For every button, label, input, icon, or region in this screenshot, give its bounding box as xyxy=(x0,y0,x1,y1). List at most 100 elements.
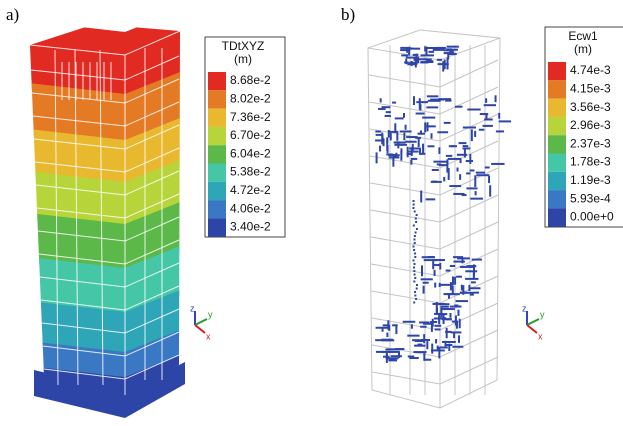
stress-patch xyxy=(485,166,490,168)
stress-patch xyxy=(495,95,497,102)
stress-patch xyxy=(424,259,437,261)
stress-patch xyxy=(461,292,475,294)
stress-patch xyxy=(428,100,441,102)
stress-patch xyxy=(427,47,439,49)
stress-patch xyxy=(452,346,463,348)
stress-patch xyxy=(469,154,471,164)
stress-patch xyxy=(416,214,418,216)
stress-patch xyxy=(403,113,405,118)
stress-patch xyxy=(470,169,475,171)
legend-label: 4.06e-2 xyxy=(230,201,271,215)
stress-patch xyxy=(425,359,431,361)
stress-patch xyxy=(413,54,419,56)
stress-patch xyxy=(437,59,442,61)
stress-patch xyxy=(413,204,415,206)
stress-patch xyxy=(406,57,416,59)
stress-patch xyxy=(465,278,478,280)
stress-patch xyxy=(375,139,382,141)
stress-patch xyxy=(472,259,482,261)
stress-patch xyxy=(474,175,476,187)
legend-label: 5.93e-4 xyxy=(570,191,611,205)
stress-patch xyxy=(423,286,425,294)
stress-patch xyxy=(461,285,463,291)
legend-swatch xyxy=(208,127,226,145)
stress-patch xyxy=(414,253,416,255)
stress-patch xyxy=(396,133,398,141)
legend-swatch xyxy=(548,154,566,172)
stress-patch xyxy=(456,276,462,278)
stress-patch xyxy=(434,325,441,327)
legend-title: Ecw1 xyxy=(568,29,598,43)
stress-patch xyxy=(453,256,463,258)
stress-patch xyxy=(427,95,439,97)
stress-patch xyxy=(376,134,383,136)
panel-label: b) xyxy=(341,5,355,24)
stress-patch xyxy=(463,147,471,149)
stress-patch xyxy=(388,325,390,331)
stress-patch xyxy=(448,158,461,160)
legend-label: 6.70e-2 xyxy=(230,128,271,142)
stress-patch xyxy=(416,113,425,115)
legend-unit: (m) xyxy=(574,42,592,56)
stress-patch xyxy=(413,239,415,241)
stress-patch xyxy=(468,285,470,291)
stress-patch xyxy=(411,158,417,160)
axis-triad: zyx xyxy=(190,303,213,341)
stress-patch xyxy=(444,122,451,124)
stress-patch xyxy=(462,194,467,196)
stress-patch xyxy=(475,191,477,195)
stress-patch xyxy=(414,235,416,237)
stress-patch xyxy=(459,142,467,144)
stress-patch xyxy=(413,270,415,272)
stress-patch xyxy=(407,147,409,158)
stress-patch xyxy=(448,295,450,299)
stress-patch xyxy=(441,161,447,163)
stress-patch xyxy=(395,141,400,143)
stress-patch xyxy=(422,117,435,119)
legend-unit: (m) xyxy=(234,52,252,66)
stress-patch xyxy=(410,160,412,165)
legend-swatch xyxy=(548,99,566,117)
stress-patch xyxy=(466,265,476,267)
stress-patch xyxy=(409,147,421,149)
stress-patch xyxy=(419,104,421,110)
stress-patch xyxy=(474,131,476,137)
stress-patch xyxy=(379,146,381,152)
stress-patch xyxy=(459,319,461,329)
legend-swatch xyxy=(548,172,566,190)
stress-patch xyxy=(442,61,444,71)
stress-patch xyxy=(403,321,416,323)
stress-patch xyxy=(392,324,398,326)
stress-patch xyxy=(427,145,434,147)
stress-patch xyxy=(413,225,415,227)
stress-patch xyxy=(400,151,402,161)
stress-patch xyxy=(443,177,445,182)
legend-swatch xyxy=(548,208,566,226)
stress-patch xyxy=(426,106,438,108)
stress-patch xyxy=(463,145,469,147)
stress-patch xyxy=(404,62,409,64)
stress-patch xyxy=(441,308,455,310)
stress-patch xyxy=(450,282,452,290)
stress-patch xyxy=(386,333,388,337)
panel-label: a) xyxy=(6,5,19,24)
stress-patch xyxy=(401,54,408,56)
figure: a) b) TDtXYZ(m)8.68e-28.02e-27.36e-26.70… xyxy=(0,0,623,426)
stress-patch xyxy=(376,152,378,163)
stress-patch xyxy=(499,120,511,122)
stress-patch xyxy=(415,221,417,223)
stress-patch xyxy=(446,328,448,338)
stress-patch xyxy=(453,333,455,338)
stress-patch xyxy=(409,357,418,359)
stress-patch xyxy=(428,51,434,53)
legend-swatch xyxy=(208,182,226,200)
legend-label: 3.40e-2 xyxy=(230,220,271,234)
stress-patch xyxy=(406,47,408,52)
stress-patch xyxy=(416,284,418,286)
stress-patch xyxy=(421,265,423,276)
legend-label: 4.72e-2 xyxy=(230,183,271,197)
stress-patch xyxy=(447,58,449,70)
stress-patch xyxy=(420,190,422,202)
stress-patch xyxy=(413,302,415,304)
stress-patch xyxy=(484,104,496,106)
